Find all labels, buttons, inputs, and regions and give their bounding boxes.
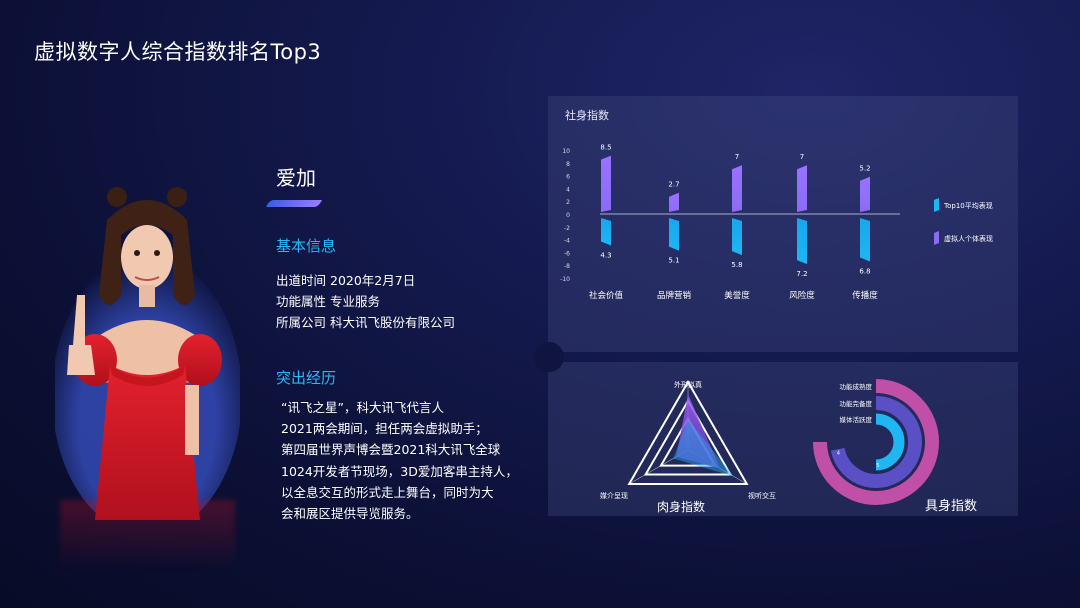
y-tick-label: -10 (560, 276, 570, 283)
data-label-individual: 8.5 (600, 144, 611, 152)
data-label-top10: 6.8 (859, 268, 870, 276)
info-line-function: 功能属性 专业服务 (276, 291, 455, 312)
bar-individual (732, 165, 742, 212)
radar-axis-label: 媒介呈现 (600, 491, 628, 500)
y-tick-label: 0 (566, 212, 570, 219)
legend-label: Top10平均表现 (943, 201, 993, 210)
social-index-bar-chart: 10 8 6 4 2 0 -2 -4 -6 -8 -10 8.5 4.3 社会价值 2.7 5.1 品牌营销 7 5… (560, 144, 993, 301)
experience-line: 会和展区提供导览服务。 (281, 506, 419, 522)
info-value: 科大讯飞股份有限公司 (330, 315, 456, 330)
x-category-label: 品牌营销 (657, 290, 692, 301)
data-label-top10: 7.2 (796, 270, 807, 278)
experience-text: “讯飞之星”，科大讯飞代言人 2021两会期间，担任两会虚拟助手； 第四届世界声… (281, 397, 536, 524)
bar-individual (860, 176, 870, 212)
radar-axis-label: 视听交互 (748, 491, 776, 500)
name-underline (265, 200, 323, 207)
info-value: 专业服务 (330, 294, 381, 309)
bar-top10 (797, 218, 807, 265)
body-index-panel (548, 362, 1018, 516)
info-label: 出道时间 (276, 273, 327, 288)
radial-category-label: 功能完备度 (840, 399, 873, 408)
basic-info-heading: 基本信息 (276, 237, 337, 255)
avatar-reflection (60, 500, 235, 570)
data-label-top10: 5.8 (731, 261, 742, 269)
radar-chart-title: 肉身指数 (657, 500, 706, 514)
experience-line: 1024开发者节现场，3D爱加客串主持人， (281, 463, 518, 479)
legend-swatch (934, 198, 939, 212)
x-category-label: 美誉度 (724, 290, 750, 301)
data-label-individual: 2.7 (668, 181, 679, 189)
info-line-debut: 出道时间 2020年2月7日 (276, 270, 455, 291)
social-index-panel (548, 96, 1018, 352)
radial-category-label: 功能成熟度 (840, 382, 873, 391)
bar-top10 (601, 218, 611, 246)
radial-bar (813, 379, 939, 505)
data-label-top10: 4.3 (600, 252, 611, 260)
avatar-name: 爱加 (276, 166, 316, 190)
data-label-individual: 7 (800, 153, 804, 161)
radial-category-label: 媒体活跃度 (840, 415, 873, 424)
experience-line: 第四届世界声博会暨2021科大讯飞全球 (281, 442, 501, 458)
legend-swatch (934, 231, 939, 245)
bar-individual (601, 155, 611, 212)
y-tick-label: -6 (564, 250, 570, 257)
y-tick-label: -2 (564, 225, 570, 232)
y-tick-label: -8 (564, 263, 570, 270)
panel-notch (534, 342, 564, 372)
info-label: 所属公司 (276, 315, 327, 330)
experience-line: 2021两会期间，担任两会虚拟助手； (281, 421, 488, 437)
bar-chart-title: 社身指数 (565, 109, 609, 122)
radar-series-area (673, 419, 734, 477)
page-title: 虚拟数字人综合指数排名Top3 (34, 40, 322, 64)
radial-bar (875, 413, 905, 471)
y-tick-label: 6 (566, 174, 570, 181)
radial-value-label: 5 (876, 463, 879, 469)
experience-heading: 突出经历 (276, 369, 337, 387)
info-value: 2020年2月7日 (330, 273, 416, 288)
basic-info-list: 出道时间 2020年2月7日 功能属性 专业服务 所属公司 科大讯飞股份有限公司 (276, 270, 455, 333)
bar-individual (797, 165, 807, 212)
x-category-label: 传播度 (852, 290, 878, 301)
radial-value-label: 4 (837, 450, 840, 456)
data-label-individual: 7 (735, 153, 739, 161)
virtual-human-avatar (55, 187, 240, 520)
radar-series-area (676, 394, 721, 469)
data-label-top10: 5.1 (668, 257, 679, 265)
experience-line: “讯飞之星”，科大讯飞代言人 (281, 400, 444, 415)
radial-chart-title: 具身指数 (925, 499, 978, 514)
bar-individual (669, 192, 679, 212)
info-label: 功能属性 (276, 294, 327, 309)
radial-bar (830, 396, 922, 488)
bar-top10 (860, 218, 870, 262)
radar-axis-label: 外形拟真 (674, 380, 702, 389)
y-tick-label: 8 (566, 161, 570, 168)
y-tick-label: 4 (566, 186, 570, 193)
x-category-label: 风险度 (789, 290, 815, 301)
info-line-company: 所属公司 科大讯飞股份有限公司 (276, 312, 455, 333)
y-tick-label: 10 (562, 148, 570, 155)
y-tick-label: 2 (566, 199, 570, 206)
data-label-individual: 5.2 (859, 165, 870, 173)
bar-top10 (732, 218, 742, 256)
experience-line: 以全息交互的形式走上舞台，同时为大 (281, 484, 494, 500)
bar-top10 (669, 218, 679, 251)
y-tick-label: -4 (564, 238, 570, 245)
x-category-label: 社会价值 (589, 290, 624, 301)
legend-label: 虚拟人个体表现 (944, 234, 993, 243)
radar-grid-ring (627, 379, 749, 485)
radar-grid-ring (643, 399, 733, 476)
